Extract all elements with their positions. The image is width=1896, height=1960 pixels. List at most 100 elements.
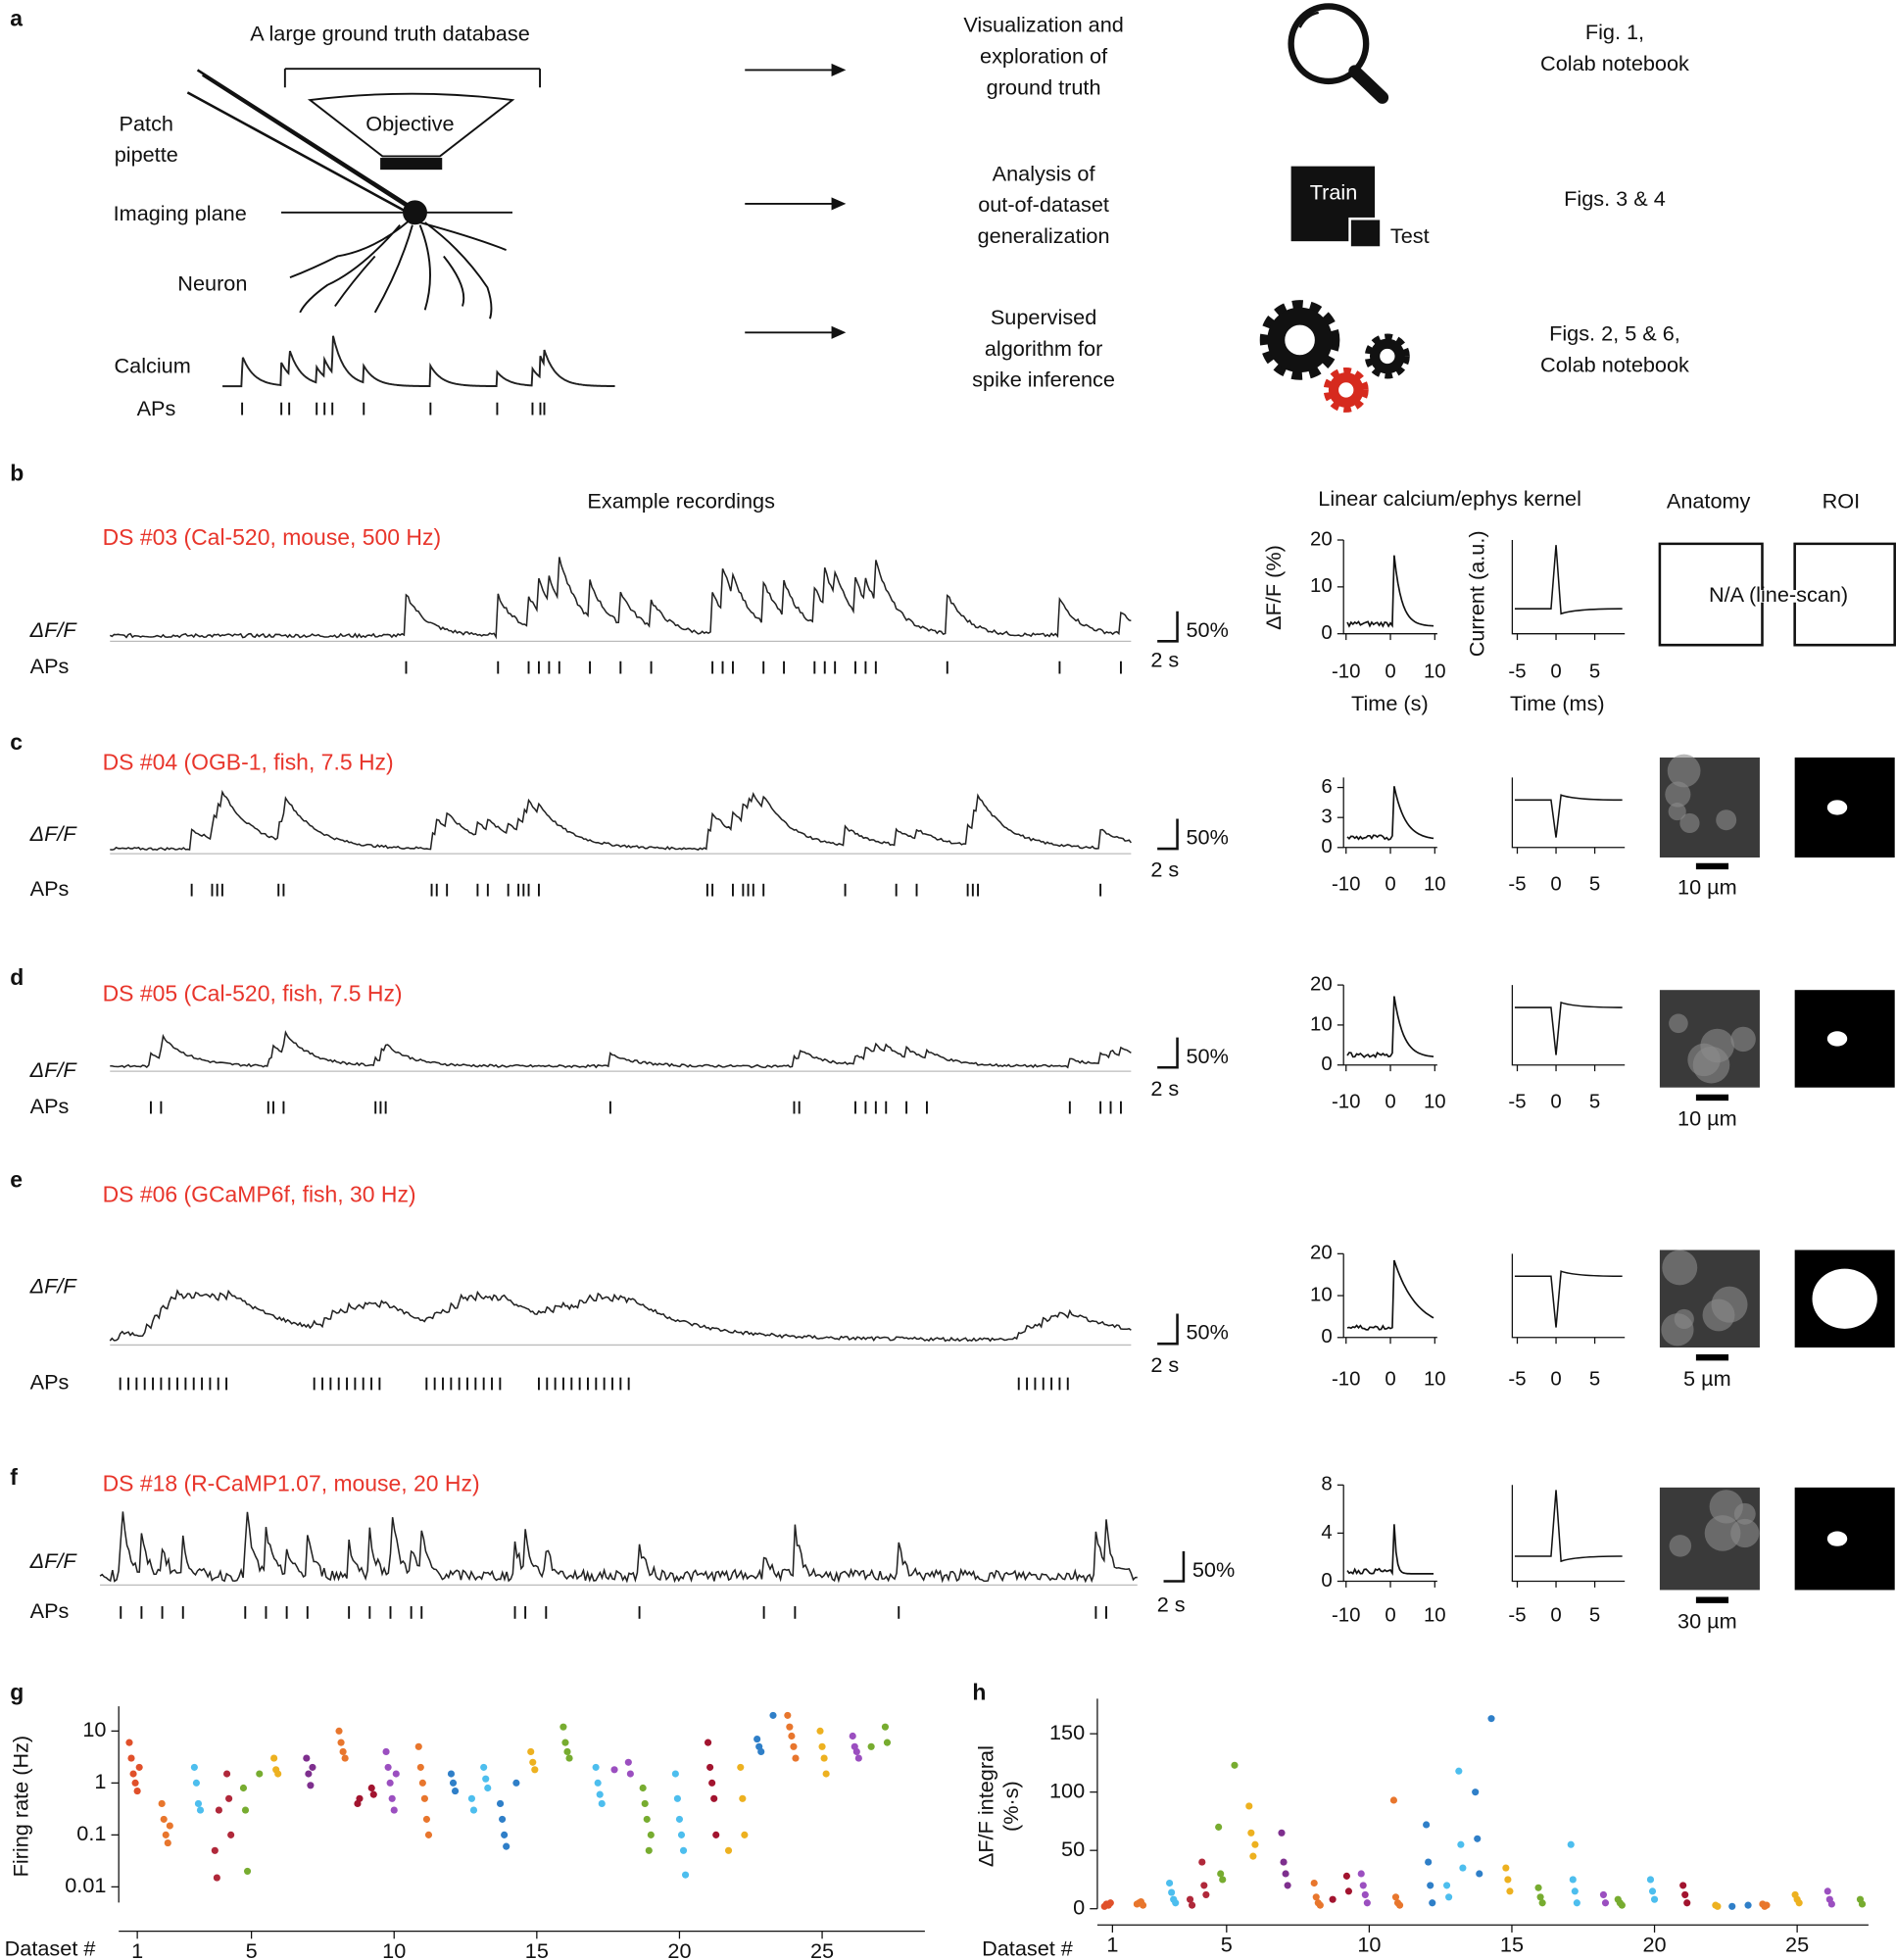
data-point xyxy=(1282,1870,1289,1878)
data-point xyxy=(705,1739,712,1746)
data-point xyxy=(335,1727,343,1735)
data-point xyxy=(1251,1840,1259,1848)
data-point xyxy=(563,1747,571,1756)
data-point xyxy=(1823,1887,1831,1895)
kernel-axes xyxy=(1342,985,1437,1066)
data-point xyxy=(790,1742,798,1750)
data-point xyxy=(1215,1823,1223,1831)
data-point xyxy=(386,1779,394,1787)
trace-label: ΔF/F xyxy=(29,821,78,846)
pipeline-text: Analysis of xyxy=(993,161,1096,185)
panel-label: a xyxy=(10,5,23,30)
data-point xyxy=(1423,1821,1431,1829)
x-tick-label: -5 xyxy=(1508,1369,1526,1391)
data-point xyxy=(422,1815,431,1823)
scale-label: 10 µm xyxy=(1677,875,1737,900)
data-point xyxy=(737,1763,745,1771)
y-tick-label: 1 xyxy=(94,1769,106,1793)
pipeline-text: spike inference xyxy=(972,368,1115,392)
anatomy-cell xyxy=(1704,1515,1741,1551)
data-point xyxy=(598,1799,606,1808)
data-point xyxy=(757,1747,765,1756)
data-point xyxy=(451,1788,460,1795)
data-point xyxy=(1679,1882,1687,1889)
data-point xyxy=(192,1779,200,1787)
data-point xyxy=(1189,1901,1196,1909)
anatomy-box xyxy=(1658,542,1764,647)
data-point xyxy=(449,1779,458,1787)
roi-mask xyxy=(1826,800,1848,815)
y-tick-label: 4 xyxy=(1321,1522,1332,1544)
data-point xyxy=(1245,1802,1253,1810)
ephys-axes xyxy=(1511,1485,1626,1583)
axis-title: Time (s) xyxy=(1351,691,1429,715)
data-point xyxy=(133,1788,141,1795)
arrow-line xyxy=(745,69,841,334)
data-point xyxy=(127,1754,135,1762)
scale-label: 2 s xyxy=(1157,1592,1186,1617)
data-point xyxy=(135,1763,143,1771)
x-axis-title: Dataset # xyxy=(5,1936,96,1960)
data-point xyxy=(641,1799,649,1808)
trace xyxy=(110,1030,1132,1069)
data-point xyxy=(822,1770,830,1778)
label: Imaging plane xyxy=(114,201,247,225)
data-point xyxy=(1312,1893,1320,1901)
data-point xyxy=(1573,1899,1580,1907)
y-tick-label: 10 xyxy=(82,1717,106,1741)
gear xyxy=(1267,307,1333,373)
scale-bar xyxy=(1157,1037,1179,1069)
data-point xyxy=(1278,1829,1286,1837)
axis-title: Current (a.u.) xyxy=(1465,530,1489,657)
data-point xyxy=(469,1806,478,1814)
anatomy-cell xyxy=(1662,1250,1698,1286)
trace xyxy=(222,335,615,388)
data-point xyxy=(792,1754,800,1762)
kernel-curve xyxy=(1346,1259,1434,1331)
anatomy-cell xyxy=(1692,1046,1730,1084)
data-point xyxy=(679,1846,688,1854)
x-tick-label: -10 xyxy=(1332,662,1360,683)
data-point xyxy=(160,1815,168,1823)
x-tick-label: 0 xyxy=(1385,873,1395,895)
anatomy-cell xyxy=(1669,1013,1688,1034)
kernel-curve xyxy=(1346,1524,1434,1577)
data-point xyxy=(215,1806,222,1814)
data-point xyxy=(639,1784,647,1792)
scale-label: 10 µm xyxy=(1677,1106,1737,1131)
pipeline-text: generalization xyxy=(978,223,1110,248)
data-point xyxy=(420,1794,428,1802)
scale-label: 50% xyxy=(1186,617,1228,642)
trace-label: APs xyxy=(30,876,70,901)
data-point xyxy=(467,1794,476,1802)
data-point xyxy=(225,1794,233,1802)
roi-mask xyxy=(1826,1031,1848,1047)
data-point xyxy=(849,1732,856,1740)
x-tick-label: 10 xyxy=(1424,873,1446,895)
data-point xyxy=(367,1784,375,1792)
data-point xyxy=(1618,1901,1626,1909)
data-point xyxy=(190,1763,198,1771)
scale-bar xyxy=(1157,611,1179,643)
x-tick-label: 0 xyxy=(1385,1091,1395,1112)
data-point xyxy=(125,1739,133,1746)
x-tick-label: 25 xyxy=(1785,1933,1809,1957)
data-point xyxy=(1601,1899,1610,1907)
data-point xyxy=(1425,1858,1433,1866)
x-tick-label: 0 xyxy=(1550,1369,1561,1391)
data-point xyxy=(786,1723,794,1731)
pipeline-text: Visualization and xyxy=(963,13,1123,37)
data-point xyxy=(1219,1876,1227,1884)
axis-title: Time (ms) xyxy=(1510,691,1605,715)
ephys-curve xyxy=(1514,1490,1623,1563)
data-point xyxy=(1763,1901,1771,1909)
data-point xyxy=(1487,1715,1495,1723)
x-tick-label: 5 xyxy=(1589,662,1600,683)
panel-label: b xyxy=(10,461,24,486)
data-point xyxy=(1249,1852,1257,1860)
column-header: Anatomy xyxy=(1667,488,1751,513)
data-point xyxy=(1571,1887,1579,1895)
trace xyxy=(109,1289,1132,1343)
data-point xyxy=(852,1747,860,1756)
